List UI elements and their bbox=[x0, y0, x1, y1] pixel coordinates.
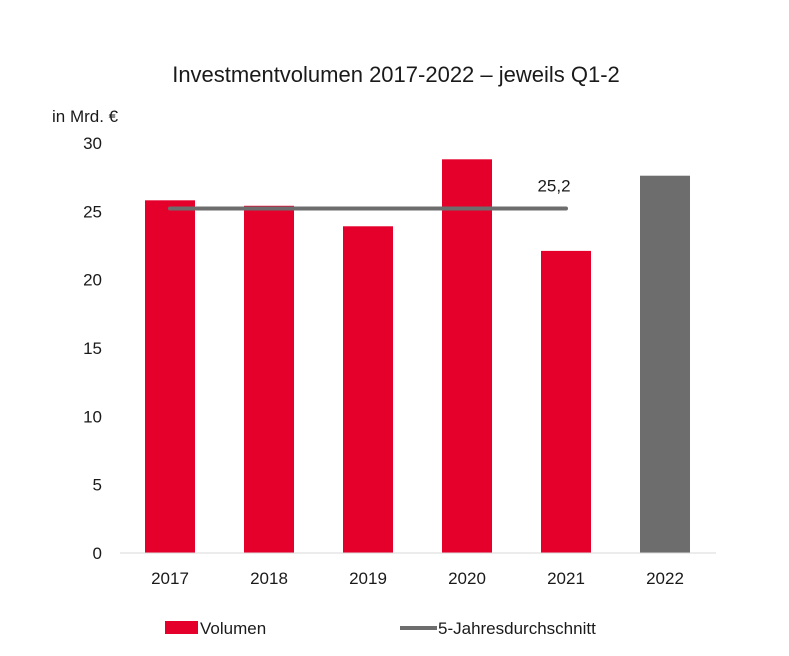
bar-2021 bbox=[541, 250, 591, 553]
y-tick-label: 15 bbox=[83, 339, 102, 358]
legend-label-volumen: Volumen bbox=[200, 619, 266, 638]
average-data-label: 25,2 bbox=[537, 177, 570, 196]
y-tick-label: 20 bbox=[83, 271, 102, 290]
chart-title: Investmentvolumen 2017-2022 – jeweils Q1… bbox=[172, 62, 620, 87]
y-tick-label: 10 bbox=[83, 407, 102, 426]
y-tick-label: 30 bbox=[83, 134, 102, 153]
x-tick-label: 2018 bbox=[250, 569, 288, 588]
x-tick-label: 2019 bbox=[349, 569, 387, 588]
legend: Volumen 5-Jahresdurchschnitt bbox=[165, 619, 596, 638]
y-tick-label: 25 bbox=[83, 202, 102, 221]
legend-label-average: 5-Jahresdurchschnitt bbox=[438, 619, 596, 638]
y-tick-label: 5 bbox=[93, 476, 102, 495]
x-tick-label: 2021 bbox=[547, 569, 585, 588]
y-axis-label: in Mrd. € bbox=[52, 107, 119, 126]
y-tick-label: 0 bbox=[93, 544, 102, 563]
legend-swatch-volumen bbox=[165, 621, 198, 634]
bar-2019 bbox=[343, 226, 393, 554]
x-tick-label: 2020 bbox=[448, 569, 486, 588]
bar-2017 bbox=[145, 200, 195, 553]
bar-2022 bbox=[640, 175, 690, 553]
bar-2020 bbox=[442, 159, 492, 553]
bar-2018 bbox=[244, 205, 294, 554]
x-tick-label: 2017 bbox=[151, 569, 189, 588]
x-tick-label: 2022 bbox=[646, 569, 684, 588]
